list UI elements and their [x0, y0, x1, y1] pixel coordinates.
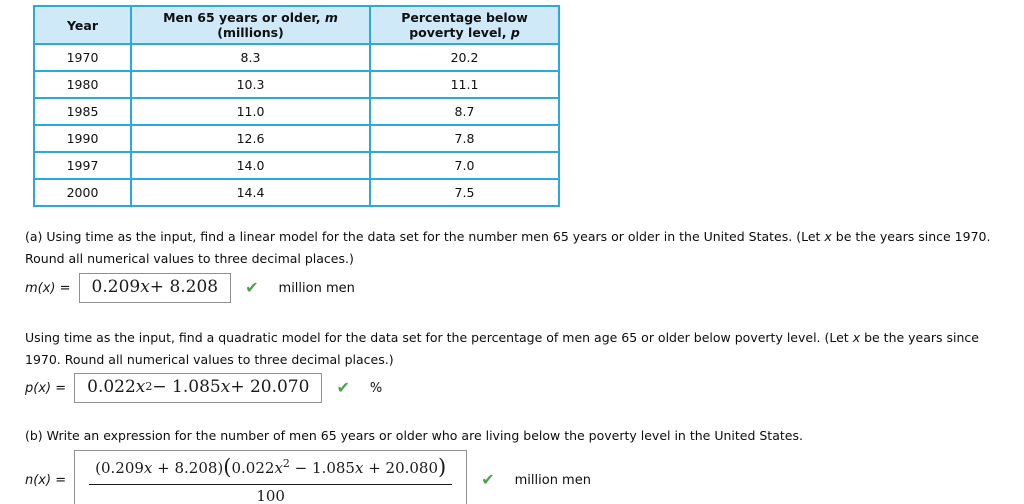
quadratic-prompt: Using time as the input, find a quadrati… — [25, 330, 979, 367]
fraction-denominator: 100 — [256, 487, 285, 504]
table-cell-year: 1997 — [33, 151, 132, 180]
data-table: Year Men 65 years or older, m (millions)… — [33, 5, 560, 207]
table-header-year: Year — [33, 5, 132, 45]
header-poverty-line2: poverty level, p — [409, 25, 520, 40]
table-cell-year: 1980 — [33, 70, 132, 99]
table-cell-poverty: 8.7 — [369, 97, 560, 126]
function-label-m: m(x) = — [25, 280, 71, 296]
table-cell-men: 10.3 — [130, 70, 371, 99]
table-row: 1970 8.3 20.2 — [33, 43, 560, 72]
function-label-p: p(x) = — [25, 380, 67, 396]
header-men-line1: Men 65 years or older, m — [163, 10, 338, 25]
header-year-label: Year — [67, 17, 98, 33]
table-cell-year: 2000 — [33, 178, 132, 207]
table-row: 1990 12.6 7.8 — [33, 124, 560, 153]
function-label-n: n(x) = — [25, 472, 67, 488]
part-b-prompt: (b) Write an expression for the number o… — [25, 428, 803, 443]
correct-check-icon: ✔ — [245, 278, 259, 297]
table-cell-poverty: 20.2 — [369, 43, 560, 72]
table-row: 2000 14.4 7.5 — [33, 178, 560, 207]
fraction-numerator: (0.209x + 8.208)(0.022x2 − 1.085x + 20.0… — [89, 455, 453, 485]
header-poverty-line1: Percentage below — [401, 10, 528, 25]
answer-row-n: n(x) = (0.209x + 8.208)(0.022x2 − 1.085x… — [25, 450, 1024, 504]
table-header-row: Year Men 65 years or older, m (millions)… — [33, 5, 560, 45]
fraction-expression: (0.209x + 8.208)(0.022x2 − 1.085x + 20.0… — [89, 455, 453, 504]
answer-unit-p: % — [369, 380, 383, 396]
table-cell-men: 8.3 — [130, 43, 371, 72]
table-cell-men: 14.4 — [130, 178, 371, 207]
table-cell-poverty: 11.1 — [369, 70, 560, 99]
answer-input-m[interactable]: 0.209 x + 8.208 — [78, 273, 232, 303]
table-cell-year: 1990 — [33, 124, 132, 153]
table-row: 1985 11.0 8.7 — [33, 97, 560, 126]
header-men-line2: (millions) — [217, 25, 284, 40]
answer-row-p: p(x) = 0.022 x 2 − 1.085 x + 20.070 ✔ % — [25, 373, 1024, 403]
table-cell-poverty: 7.0 — [369, 151, 560, 180]
table-header-men: Men 65 years or older, m (millions) — [130, 5, 371, 45]
correct-check-icon: ✔ — [336, 378, 350, 397]
answer-unit-n: million men — [514, 472, 591, 488]
table-header-poverty: Percentage below poverty level, p — [369, 5, 560, 45]
table-cell-poverty: 7.8 — [369, 124, 560, 153]
answer-unit-m: million men — [278, 280, 355, 296]
part-a-prompt: (a) Using time as the input, find a line… — [25, 229, 991, 266]
table-row: 1997 14.0 7.0 — [33, 151, 560, 180]
answer-input-p[interactable]: 0.022 x 2 − 1.085 x + 20.070 — [74, 373, 323, 403]
answer-row-m: m(x) = 0.209 x + 8.208 ✔ million men — [25, 273, 1024, 303]
table-cell-men: 12.6 — [130, 124, 371, 153]
table-row: 1980 10.3 11.1 — [33, 70, 560, 99]
table-cell-poverty: 7.5 — [369, 178, 560, 207]
correct-check-icon: ✔ — [481, 470, 495, 489]
table-cell-men: 14.0 — [130, 151, 371, 180]
answer-input-n[interactable]: (0.209x + 8.208)(0.022x2 − 1.085x + 20.0… — [74, 450, 468, 504]
table-cell-year: 1970 — [33, 43, 132, 72]
table-cell-year: 1985 — [33, 97, 132, 126]
table-cell-men: 11.0 — [130, 97, 371, 126]
